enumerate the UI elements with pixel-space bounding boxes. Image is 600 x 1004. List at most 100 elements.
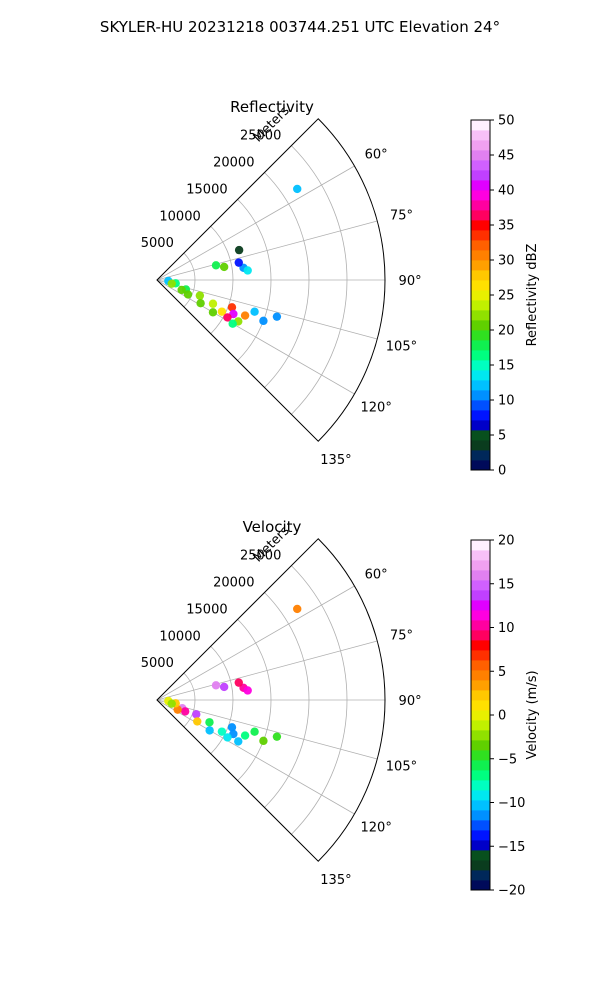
colorbar-swatch — [471, 170, 490, 181]
colorbar-tick-label: 20 — [498, 534, 515, 549]
azimuth-tick-label: 90° — [399, 694, 422, 709]
colorbar-swatch — [471, 320, 490, 331]
echo-cell — [217, 307, 227, 316]
colorbar-swatch — [471, 720, 490, 731]
colorbar-swatch — [471, 340, 490, 351]
colorbar-swatch — [471, 420, 490, 431]
echo-cell — [240, 311, 250, 320]
panel-velocity: Velocity 500010000150002000025000Meters6… — [141, 518, 540, 899]
colorbar-tick-label: 15 — [498, 359, 515, 374]
echo-cell — [223, 733, 232, 742]
colorbar-swatch — [471, 680, 490, 691]
azimuth-spoke — [156, 640, 378, 701]
colorbar-swatch — [471, 750, 490, 761]
azimuth-tick-label: 120° — [361, 821, 392, 836]
colorbar-swatch — [471, 700, 490, 711]
colorbar-swatch — [471, 150, 490, 161]
azimuth-spoke — [156, 279, 378, 340]
echo-cell — [259, 316, 268, 326]
colorbar-swatch — [471, 300, 490, 311]
colorbar-label: Velocity (m/s) — [525, 670, 540, 759]
colorbar-swatch — [471, 190, 490, 201]
colorbar-tick-label: 5 — [498, 665, 506, 680]
azimuth-tick-label: 135° — [320, 873, 351, 888]
echo-cell — [227, 723, 237, 732]
polar-tick-labels-velocity: 500010000150002000025000Meters60°75°90°1… — [141, 523, 422, 888]
colorbar-swatch — [471, 770, 490, 781]
azimuth-spoke — [156, 699, 355, 815]
echo-cell — [219, 262, 229, 272]
colorbar-swatch — [471, 220, 490, 231]
echo-cell — [234, 737, 243, 746]
colorbar-tick-label: 0 — [498, 464, 506, 479]
panel-title-velocity: Velocity — [243, 518, 302, 536]
colorbar-tick-label: 15 — [498, 577, 515, 592]
colorbar-tick-label: 25 — [498, 289, 515, 304]
colorbar-swatch — [471, 730, 490, 741]
colorbar-tick-label: 10 — [498, 621, 515, 636]
colorbar-swatch — [471, 430, 490, 441]
colorbar-swatch — [471, 260, 490, 271]
colorbar-swatch — [471, 290, 490, 301]
colorbar-swatch — [471, 240, 490, 251]
echo-cell — [219, 682, 229, 692]
echo-cell — [272, 732, 282, 741]
echo-cell — [243, 266, 252, 275]
sector-outline — [156, 538, 386, 862]
colorbar-swatch — [471, 540, 490, 551]
echo-cell — [223, 313, 232, 322]
colorbar-swatch — [471, 330, 490, 341]
echo-cell — [167, 279, 176, 288]
colorbar-swatch — [471, 550, 490, 561]
echo-cell — [196, 298, 205, 308]
echo-cell — [243, 686, 252, 695]
colorbar-swatch — [471, 840, 490, 851]
echo-cell — [183, 290, 193, 299]
colorbar-tick-label: −15 — [498, 840, 525, 855]
range-tick-label: 10000 — [159, 629, 200, 644]
colorbar-swatch — [471, 280, 490, 291]
echo-cell — [167, 699, 176, 708]
range-tick-label: 25000 — [240, 549, 281, 564]
colorbar-swatch — [471, 410, 490, 421]
colorbar-swatch — [471, 640, 490, 651]
echo-cell — [217, 727, 227, 736]
colorbar-tick-label: 5 — [498, 429, 506, 444]
colorbar-tick-label: 10 — [498, 394, 515, 409]
colorbar-swatch — [471, 690, 490, 701]
colorbar-swatch — [471, 760, 490, 771]
azimuth-spoke — [156, 165, 355, 281]
echo-cell — [250, 727, 259, 736]
echo-cell — [208, 299, 218, 308]
echo-cell — [228, 319, 237, 328]
azimuth-spoke — [156, 279, 355, 395]
colorbar-tick-label: −10 — [498, 796, 525, 811]
colorbar-swatch — [471, 180, 490, 191]
colorbar-swatch — [471, 230, 490, 241]
colorbar-swatch — [471, 350, 490, 361]
colorbar-swatch — [471, 560, 490, 571]
azimuth-tick-label: 135° — [320, 453, 351, 468]
colorbar-swatch — [471, 460, 490, 471]
colorbar-swatch — [471, 880, 490, 891]
colorbar-swatch — [471, 440, 490, 451]
colorbar-swatch — [471, 570, 490, 581]
colorbar-tick-label: 30 — [498, 254, 515, 269]
colorbar-swatch — [471, 860, 490, 871]
sector-outline — [156, 118, 386, 442]
azimuth-spoke — [156, 585, 355, 701]
echo-cell — [208, 308, 218, 317]
colorbar-swatch — [471, 210, 490, 221]
colorbar-swatch — [471, 120, 490, 131]
echo-cell — [250, 307, 259, 316]
azimuth-tick-label: 75° — [390, 629, 413, 644]
colorbar-swatch — [471, 160, 490, 171]
range-tick-label: 5000 — [141, 236, 174, 251]
colorbar-swatch — [471, 270, 490, 281]
azimuth-tick-label: 105° — [386, 760, 417, 775]
echo-cell — [211, 261, 221, 270]
colorbar-swatch — [471, 780, 490, 791]
colorbar-tick-label: 35 — [498, 219, 515, 234]
echo-field-velocity — [164, 604, 302, 746]
azimuth-tick-label: 105° — [386, 340, 417, 355]
